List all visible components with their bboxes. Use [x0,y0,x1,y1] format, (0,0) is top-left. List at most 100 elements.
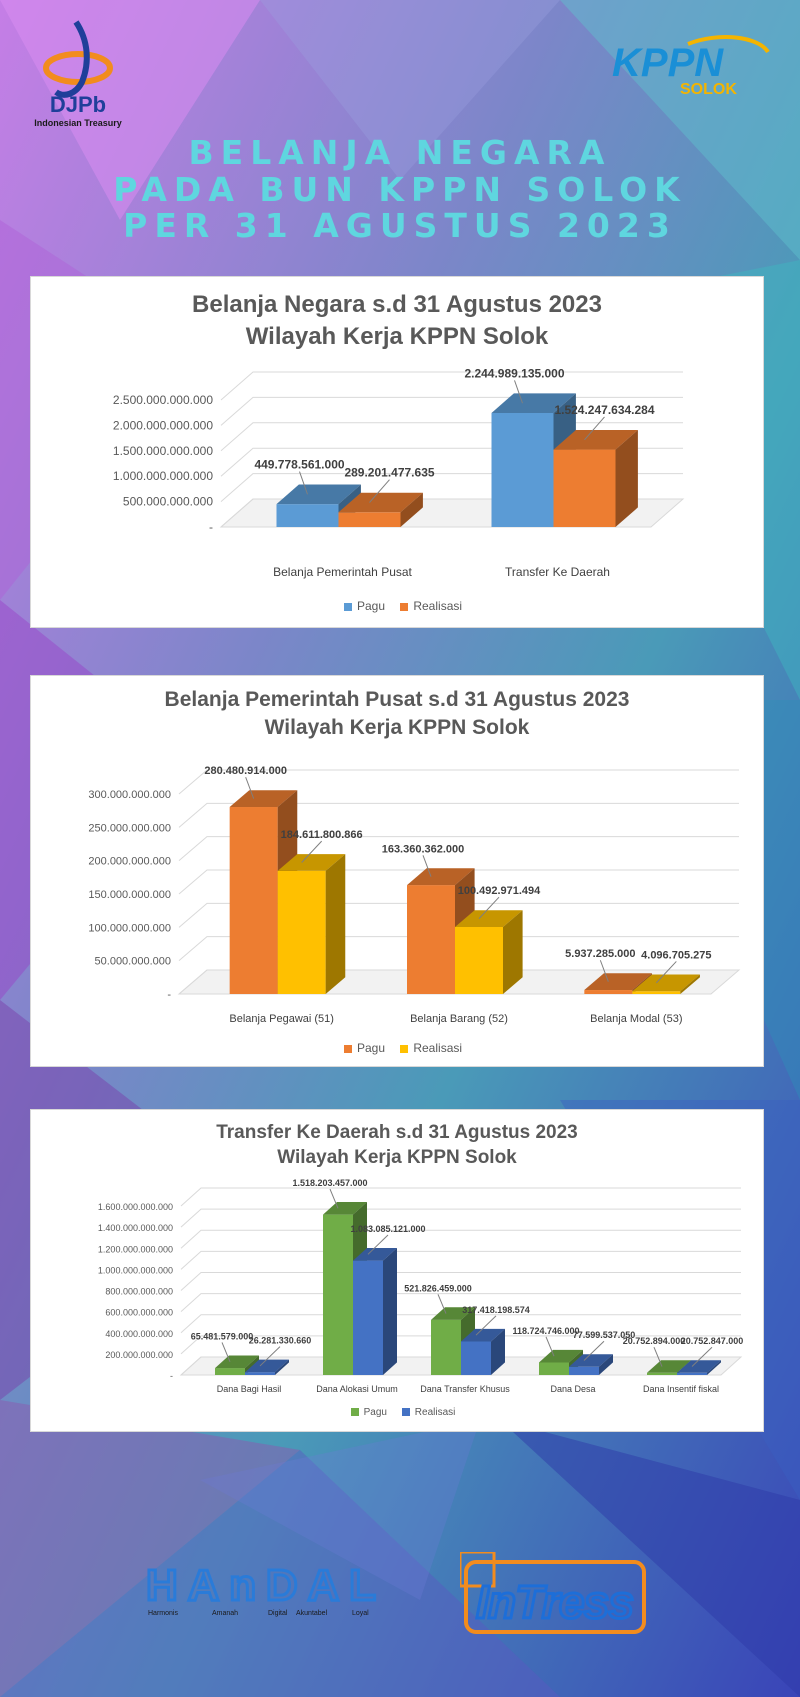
data-label-leader [655,961,677,984]
intress-logo-text: InTress [476,1576,634,1628]
data-label-leader [299,471,308,495]
chart-3-subtitle: Wilayah Kerja KPPN Solok [277,1147,517,1168]
data-label-leader [422,855,432,877]
data-label-leader [545,1336,555,1357]
bar-realisasi-front [245,1372,275,1375]
data-label: 289.201.477.635 [344,466,434,480]
y-tick-label: 1.600.000.000.000 [98,1202,173,1212]
data-label-leader [653,1347,663,1367]
bar-pagu-top [584,973,652,991]
data-label: 20.752.847.000 [681,1336,744,1346]
handal-word-1: Harmonis [148,1610,178,1617]
data-label: 77.599.537.050 [573,1330,636,1340]
handal-word-5: Loyal [352,1610,369,1617]
chart-2-title: Belanja Pemerintah Pusat s.d 31 Agustus … [164,688,630,711]
bar-pagu-front [407,885,455,994]
y-tick-label: 1.200.000.000.000 [98,1244,173,1254]
data-label-leader [583,1340,605,1361]
djpb-logo: DJPb Indonesian Treasury [26,20,136,130]
kppn-logo-text: KPPN [612,41,724,85]
data-label-leader [478,896,500,919]
bar-realisasi-front [338,512,401,527]
bar-realisasi-top [461,1328,505,1342]
chart-3-legend: Pagu Realisasi [31,1407,763,1418]
data-label: 280.480.914.000 [204,765,287,777]
legend-swatch-pagu [343,602,352,611]
x-category-label: Dana Desa [550,1384,595,1394]
bar-realisasi-top [632,974,700,992]
djpb-logo-text: DJPb [50,92,106,117]
bar-realisasi-side [680,974,700,994]
data-label-leader [599,960,609,982]
y-tick-label: 100.000.000.000 [88,922,171,934]
x-category-label: Belanja Pegawai (51) [229,1013,334,1025]
legend-swatch-realisasi [400,1044,409,1053]
gridline [180,1250,741,1270]
y-tick-label: - [209,520,213,534]
y-tick-label: 2.000.000.000.000 [113,418,213,432]
data-label: 521.826.459.000 [404,1283,472,1293]
chart-panel-belanja-pemerintah-pusat: Belanja Pemerintah Pusat s.d 31 Agustus … [30,675,764,1067]
data-label-leader [437,1294,447,1314]
y-tick-label: 250.000.000.000 [88,822,171,834]
legend-swatch-pagu [350,1408,359,1417]
bar-realisasi-top [277,854,346,871]
chart-1-legend: Pagu Realisasi [31,599,763,613]
bar-realisasi-front [632,991,681,994]
bar-realisasi-top [553,429,638,450]
bar-pagu-front [539,1362,569,1375]
legend-label-realisasi: Realisasi [414,1407,456,1418]
data-label: 65.481.579.000 [191,1331,254,1341]
data-label-leader [475,1315,497,1336]
legend-label-pagu: Pagu [356,599,385,613]
handal-word-3: Digital [268,1610,288,1617]
bar-realisasi-front [353,1260,383,1375]
bar-realisasi-front [677,1372,707,1375]
data-label-leader [259,1346,281,1367]
gridline [180,1272,741,1291]
bar-realisasi-side [707,1360,721,1375]
bar-pagu-front [276,504,339,527]
bar-realisasi-front [277,870,326,994]
data-label: 100.492.971.494 [458,885,541,897]
y-tick-label: 1.400.000.000.000 [98,1223,173,1233]
intress-logo: InTress [458,1550,650,1642]
data-label: 5.937.285.000 [565,948,635,960]
djpb-logo-subtitle: Indonesian Treasury [34,118,122,128]
y-tick-label: 1.000.000.000.000 [113,469,213,483]
x-category-label: Belanja Barang (52) [410,1013,508,1025]
chart-3-plot: - 200.000.000.000 400.000.000.000 600.000.0… [98,1178,744,1394]
bar-pagu-top [276,484,361,505]
data-label-leader [245,777,255,799]
legend-swatch-pagu [343,1044,352,1053]
bar-pagu-front [215,1368,245,1375]
y-tick-label: 500.000.000.000 [123,495,213,509]
bar-realisasi-side [383,1247,397,1375]
legend-swatch-realisasi [401,1408,410,1417]
y-tick-label: - [170,1371,173,1381]
y-tick-label: 300.000.000.000 [88,789,171,801]
legend-swatch-realisasi [400,602,409,611]
bar-realisasi-side [400,492,423,527]
y-tick-label: 800.000.000.000 [105,1287,173,1297]
x-category-label: Transfer Ke Daerah [505,565,610,579]
data-label: 2.244.989.135.000 [464,366,564,380]
bar-realisasi-side [275,1359,289,1375]
bar-realisasi-front [569,1366,599,1375]
gridline [180,1229,741,1249]
chart-3-title: Transfer Ke Daerah s.d 31 Agustus 2023 [216,1122,578,1143]
bar-realisasi-front [455,927,503,994]
data-label: 1.524.247.634.284 [554,403,654,417]
x-category-label: Dana Transfer Khusus [420,1384,510,1394]
bar-pagu-front [323,1214,353,1375]
gridline [178,969,739,995]
bar-realisasi-front [461,1341,491,1375]
kppn-emblem-icon: KPPN SOLOK [612,35,770,98]
bar-pagu-top [539,1349,583,1363]
y-tick-label: 2.500.000.000.000 [113,393,213,407]
data-label: 163.360.362.000 [382,843,465,855]
bar-realisasi-side [503,910,523,994]
y-tick-label: 150.000.000.000 [88,889,171,901]
y-tick-label: 400.000.000.000 [105,1329,173,1339]
bar-realisasi-top [455,910,523,928]
